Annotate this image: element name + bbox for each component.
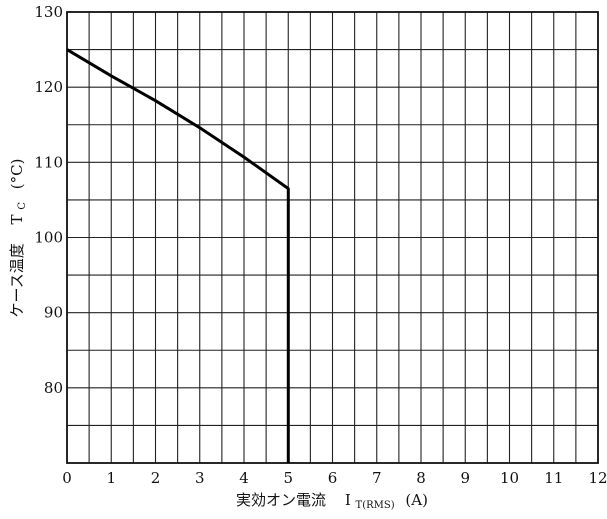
y-tick-label: 130 [34, 3, 63, 21]
x-tick-label: 9 [460, 469, 470, 487]
plot-frame [66, 11, 599, 464]
y-axis-label-subscript: C [17, 202, 28, 210]
y-tick-label: 110 [34, 153, 63, 171]
x-tick-label: 6 [328, 469, 338, 487]
x-tick-label: 5 [283, 469, 293, 487]
grid-lines [67, 12, 598, 463]
y-axis-label-main: ケース温度 [8, 243, 26, 317]
x-tick-labels: 0 1 2 3 4 5 6 7 8 9 10 11 12 [62, 469, 607, 487]
y-tick-label: 100 [34, 229, 63, 247]
x-tick-label: 11 [544, 469, 563, 487]
y-tick-label: 80 [44, 379, 63, 397]
x-tick-label: 8 [416, 469, 426, 487]
x-axis-label-subscript: T(RMS) [356, 500, 395, 511]
x-axis-label-unit: (A) [405, 491, 428, 509]
y-axis-label-unit: (°C) [8, 159, 26, 190]
x-tick-label: 12 [588, 469, 607, 487]
x-tick-label: 0 [62, 469, 72, 487]
x-axis-label: 実効オン電流 I T(RMS) (A) [236, 491, 428, 512]
y-axis-label: ケース温度 T C (°C) [8, 159, 29, 318]
y-tick-label: 120 [34, 78, 63, 96]
y-tick-labels: 80 90 100 110 120 130 [34, 3, 63, 397]
series-line [66, 48, 290, 463]
x-tick-label: 1 [106, 469, 116, 487]
y-axis-label-symbol: T [8, 214, 26, 224]
x-tick-label: 10 [500, 469, 519, 487]
x-axis-label-symbol: I [345, 491, 351, 509]
x-tick-label: 2 [151, 469, 161, 487]
x-axis-label-main: 実効オン電流 [236, 491, 326, 509]
x-tick-label: 3 [195, 469, 205, 487]
y-tick-label: 90 [44, 304, 63, 322]
x-tick-label: 4 [239, 469, 249, 487]
x-tick-label: 7 [372, 469, 382, 487]
